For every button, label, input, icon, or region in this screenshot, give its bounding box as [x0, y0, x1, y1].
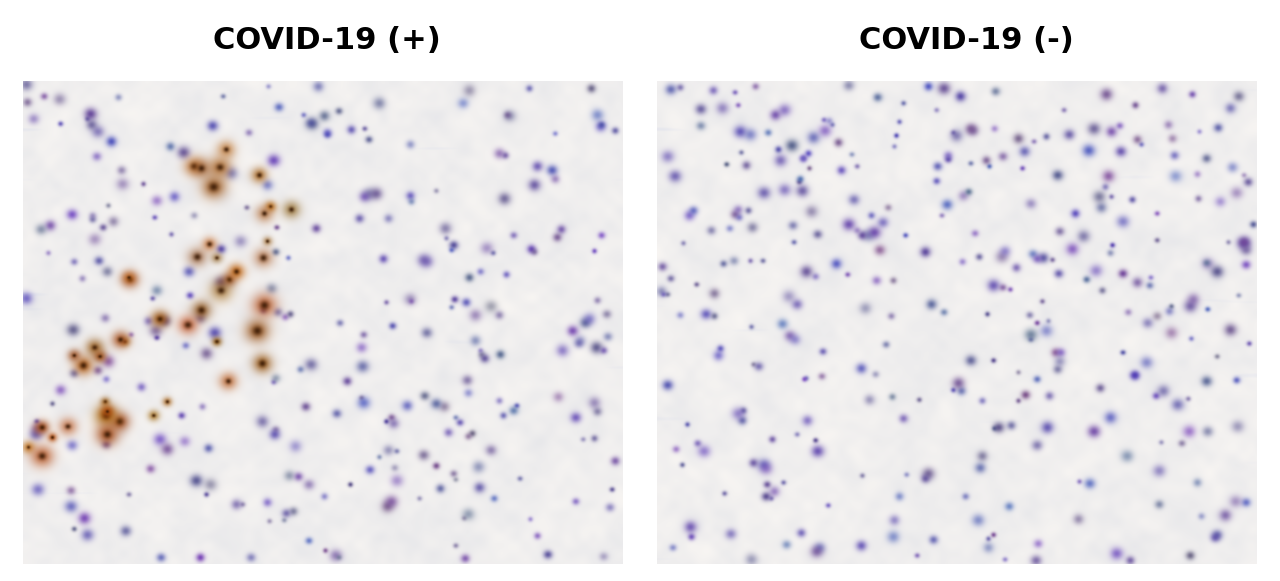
- Text: COVID-19 (-): COVID-19 (-): [859, 26, 1074, 55]
- Text: COVID-19 (+): COVID-19 (+): [212, 26, 440, 55]
